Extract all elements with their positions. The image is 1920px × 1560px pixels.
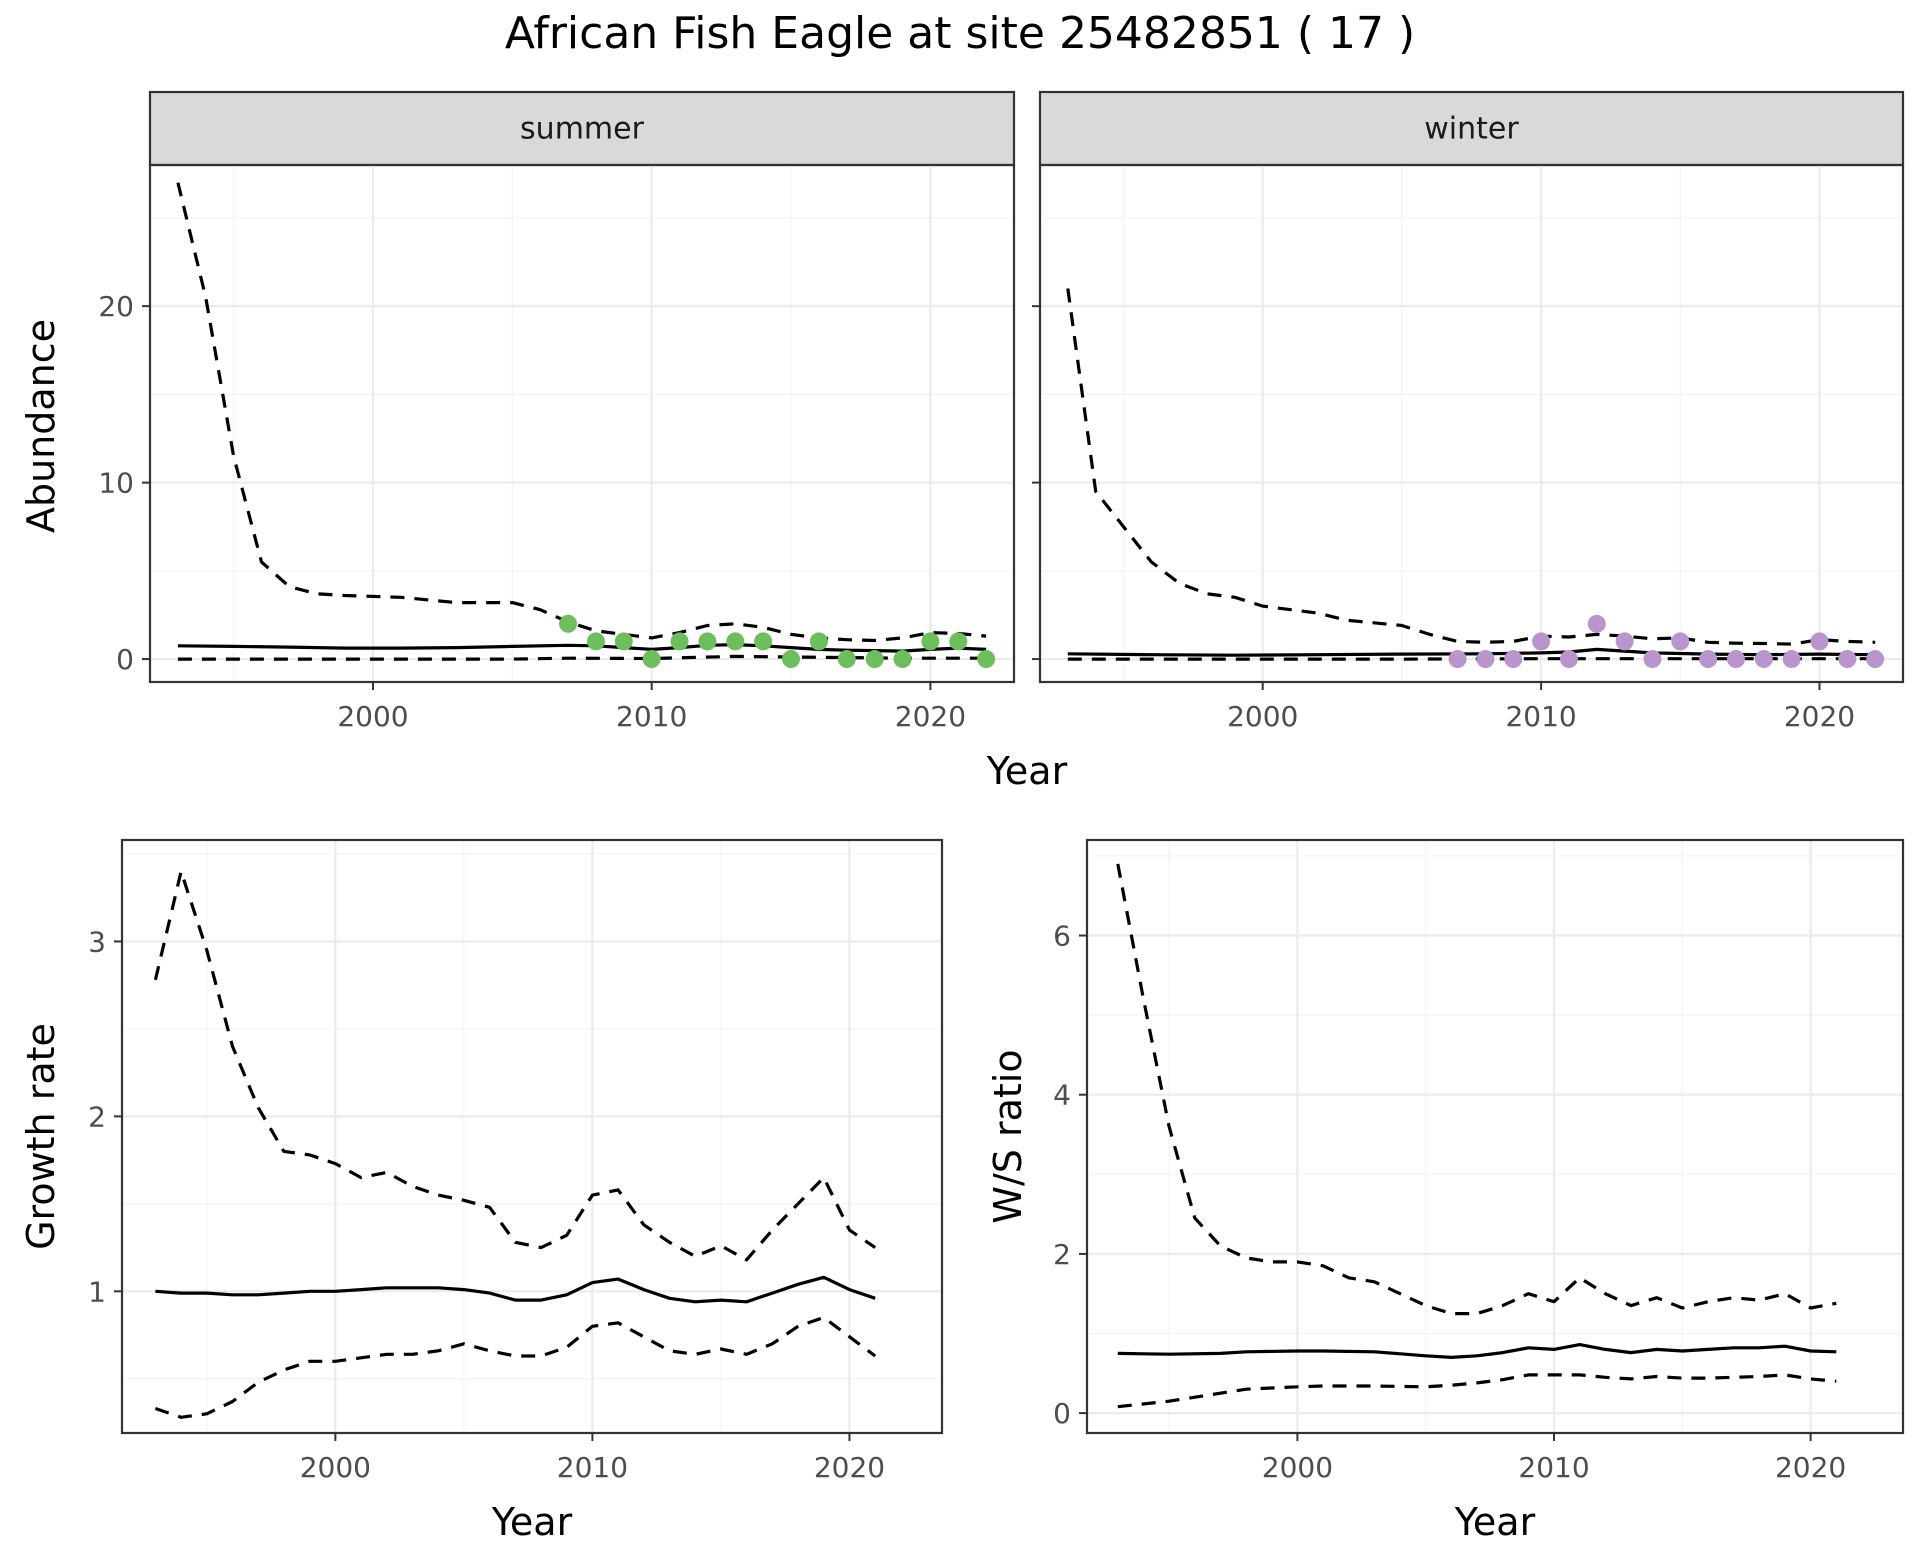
data-point bbox=[642, 650, 661, 669]
x-tick-label: 2000 bbox=[1227, 700, 1298, 733]
data-point bbox=[837, 650, 856, 669]
facet-label: winter bbox=[1424, 112, 1519, 147]
data-point bbox=[782, 650, 801, 669]
data-point bbox=[1559, 650, 1578, 669]
panel-border bbox=[1038, 163, 1905, 684]
data-point bbox=[921, 632, 940, 651]
data-point bbox=[977, 650, 996, 669]
x-tick-label: 2020 bbox=[814, 1451, 885, 1484]
facet-strip bbox=[148, 90, 1016, 167]
data-point bbox=[614, 632, 633, 651]
y-tick-label: 3 bbox=[88, 925, 106, 958]
interval-line-2 bbox=[154, 1315, 877, 1419]
panel-border bbox=[148, 163, 1016, 684]
x-tick-label: 2000 bbox=[1262, 1451, 1333, 1484]
data-point bbox=[1671, 632, 1690, 651]
y-tick-label: 4 bbox=[1053, 1079, 1071, 1112]
y-tick-label: 0 bbox=[116, 643, 134, 676]
data-point bbox=[1726, 650, 1745, 669]
facet-label: summer bbox=[520, 112, 645, 147]
data-point bbox=[1504, 650, 1523, 669]
y-tick-label: 1 bbox=[88, 1275, 106, 1308]
data-point bbox=[754, 632, 773, 651]
y-tick-label: 6 bbox=[1053, 920, 1071, 953]
mean-line bbox=[1067, 647, 1876, 657]
data-point bbox=[865, 650, 884, 669]
data-point bbox=[1699, 650, 1718, 669]
x-tick-label: 2020 bbox=[895, 700, 966, 733]
panel-border bbox=[1085, 838, 1905, 1435]
data-point bbox=[559, 614, 578, 633]
y-axis-title: Abundance bbox=[19, 319, 63, 533]
interval-line-1 bbox=[1116, 863, 1837, 1316]
data-point bbox=[1615, 632, 1634, 651]
x-tick-label: 2000 bbox=[337, 700, 408, 733]
x-tick-label: 2010 bbox=[1505, 700, 1576, 733]
data-point bbox=[1754, 650, 1773, 669]
y-tick-label: 0 bbox=[1053, 1397, 1071, 1430]
y-axis-title: Growth rate bbox=[19, 1023, 63, 1250]
facet-strip bbox=[1038, 90, 1905, 167]
x-axis-title: Year bbox=[1454, 1500, 1536, 1544]
data-point bbox=[1476, 650, 1495, 669]
data-point bbox=[586, 632, 605, 651]
x-tick-label: 2010 bbox=[1518, 1451, 1589, 1484]
data-point bbox=[1782, 650, 1801, 669]
x-axis-title-top: Year bbox=[986, 749, 1068, 793]
x-tick-label: 2020 bbox=[1784, 700, 1855, 733]
mean-line bbox=[155, 1275, 876, 1304]
data-point bbox=[670, 632, 689, 651]
series-group bbox=[1066, 288, 1885, 669]
panel-bottom-1: 1 2 3 2000 2010 2020 Year Growth rate bbox=[19, 838, 944, 1544]
interval-line-1 bbox=[176, 182, 987, 643]
data-point bbox=[1838, 650, 1857, 669]
mean-line bbox=[177, 642, 987, 653]
y-tick-label: 2 bbox=[1053, 1238, 1071, 1271]
data-point bbox=[698, 632, 717, 651]
data-point bbox=[1532, 632, 1551, 651]
data-point bbox=[1643, 650, 1662, 669]
data-point bbox=[809, 632, 828, 651]
y-tick-label: 2 bbox=[88, 1100, 106, 1133]
series-group bbox=[153, 869, 877, 1419]
interval-line-2 bbox=[1117, 1373, 1837, 1409]
data-point bbox=[1810, 632, 1829, 651]
interval-line-2 bbox=[177, 654, 987, 661]
x-tick-label: 2000 bbox=[300, 1451, 371, 1484]
series-group bbox=[176, 182, 996, 669]
y-tick-label: 20 bbox=[98, 290, 134, 323]
data-point bbox=[1866, 650, 1885, 669]
mean-line bbox=[1117, 1342, 1837, 1360]
series-group bbox=[1116, 863, 1837, 1409]
panel-border bbox=[120, 838, 944, 1435]
data-point bbox=[1587, 614, 1606, 633]
data-point bbox=[726, 632, 745, 651]
y-tick-label: 10 bbox=[98, 467, 134, 500]
figure-title: African Fish Eagle at site 25482851 ( 17… bbox=[505, 8, 1415, 59]
panel-summer: summer 0 10 20 2000 2010 2020 Abundance bbox=[19, 90, 1016, 733]
x-axis-title: Year bbox=[491, 1500, 573, 1544]
data-point bbox=[1448, 650, 1467, 669]
interval-line-1 bbox=[153, 869, 877, 1262]
data-point bbox=[949, 632, 968, 651]
x-tick-label: 2010 bbox=[616, 700, 687, 733]
panel-winter: winter 2000 2010 2020 bbox=[1032, 90, 1905, 733]
data-point bbox=[893, 650, 912, 669]
interval-line-1 bbox=[1066, 288, 1876, 646]
y-axis-title: W/S ratio bbox=[986, 1049, 1030, 1223]
x-tick-label: 2020 bbox=[1775, 1451, 1846, 1484]
x-tick-label: 2010 bbox=[557, 1451, 628, 1484]
panel-bottom-2: 0 2 4 6 2000 2010 2020 Year W/S ratio bbox=[986, 838, 1905, 1544]
